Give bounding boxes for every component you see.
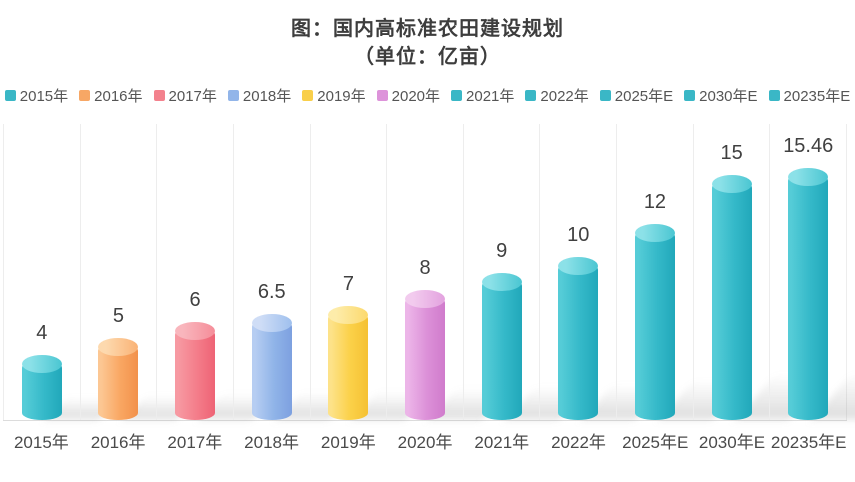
legend-swatch-icon bbox=[768, 90, 780, 101]
chart-column: 4 bbox=[3, 124, 119, 420]
bar-2016年 bbox=[98, 338, 139, 420]
chart-column: 6.5 bbox=[232, 124, 353, 420]
legend-swatch-icon bbox=[376, 90, 388, 101]
bar-value-label: 6.5 bbox=[257, 281, 286, 303]
legend-item: 2017年 bbox=[153, 85, 217, 106]
legend-label: 2019年 bbox=[317, 88, 366, 105]
chart-column: 6 bbox=[156, 124, 275, 420]
bar-top-face bbox=[711, 175, 752, 193]
bar-top-face bbox=[558, 257, 599, 275]
legend-item: 2030年E bbox=[684, 85, 758, 106]
bar-value-label: 6 bbox=[189, 289, 201, 311]
x-axis-label: 2022年 bbox=[551, 433, 606, 452]
legend-item: 2019年 bbox=[302, 85, 366, 106]
legend-label: 2025年E bbox=[614, 88, 674, 105]
bar-value-label: 4 bbox=[36, 322, 48, 344]
legend-label: 2015年 bbox=[19, 88, 69, 105]
x-axis-label: 2020年 bbox=[397, 433, 453, 452]
x-axis-label: 2021年 bbox=[474, 433, 530, 452]
bar-top-face bbox=[21, 355, 62, 373]
bar-2019年 bbox=[328, 306, 369, 420]
legend-label: 2016年 bbox=[94, 88, 143, 105]
x-axis-label: 2017年 bbox=[167, 433, 223, 452]
legend-label: 2018年 bbox=[242, 88, 292, 105]
legend-item: 2015年 bbox=[4, 85, 69, 106]
legend-swatch-icon bbox=[599, 90, 611, 101]
bar-value-label: 7 bbox=[342, 273, 354, 295]
legend-swatch-icon bbox=[79, 90, 91, 101]
x-axis-label: 2019年 bbox=[320, 433, 376, 452]
legend-label: 2017年 bbox=[168, 88, 217, 105]
chart-column: 15 bbox=[692, 124, 827, 420]
legend-swatch-icon bbox=[4, 90, 16, 101]
chart-column: 12 bbox=[616, 124, 745, 420]
bar-2018年 bbox=[251, 314, 292, 420]
chart-column: 9 bbox=[462, 124, 587, 420]
legend-swatch-icon bbox=[227, 90, 239, 101]
chart-column: 7 bbox=[309, 124, 430, 420]
bar-value-label: 9 bbox=[496, 240, 508, 262]
bar-2022年 bbox=[558, 257, 599, 420]
bar-value-label: 15 bbox=[720, 142, 743, 164]
x-axis: 2015年 2016年 2017年 2018年 2019年 2020年 2021年 2022年… bbox=[3, 428, 847, 453]
legend-swatch-icon bbox=[302, 90, 314, 101]
bar-20235年E bbox=[788, 168, 829, 420]
x-axis-label: 20235年E bbox=[770, 433, 847, 452]
x-axis-label: 2018年 bbox=[244, 433, 299, 452]
chart-subtitle: （单位：亿亩） bbox=[354, 46, 501, 68]
chart-title: 图：国内高标准农田建设规划 bbox=[291, 18, 564, 40]
x-axis-label: 2016年 bbox=[90, 433, 146, 452]
chart-column: 15.46 bbox=[769, 124, 855, 420]
legend-label: 2020年 bbox=[391, 88, 441, 105]
legend-label: 2021年 bbox=[466, 88, 515, 105]
legend-item: 2025年E bbox=[599, 85, 674, 106]
chart-legend: 2015年 2016年 2017年 2018年 2019年 2020年 2021年 2022年… bbox=[0, 85, 855, 106]
bar-top-face bbox=[175, 322, 216, 340]
bar-value-label: 8 bbox=[419, 257, 431, 279]
x-axis-label: 2030年E bbox=[698, 433, 766, 452]
bar-value-label: 10 bbox=[567, 224, 590, 246]
bar-2030年E bbox=[711, 175, 752, 420]
legend-swatch-icon bbox=[525, 90, 537, 101]
chart-column: 8 bbox=[386, 124, 509, 420]
bar-top-face bbox=[251, 314, 292, 332]
bar-2015年 bbox=[21, 355, 62, 420]
chart-column: 5 bbox=[79, 124, 197, 420]
bar-top-face bbox=[328, 306, 369, 324]
legend-item: 2021年 bbox=[451, 85, 514, 106]
legend-label: 2022年 bbox=[540, 88, 589, 105]
legend-label: 2030年E bbox=[699, 88, 758, 105]
legend-item: 2022年 bbox=[525, 85, 589, 106]
bar-2021年 bbox=[481, 273, 522, 420]
bar-top-face bbox=[634, 224, 675, 242]
bar-2020年 bbox=[405, 290, 446, 420]
x-axis-label: 2025年E bbox=[622, 433, 689, 452]
bar-top-face bbox=[98, 338, 139, 356]
chart-title-block: 图：国内高标准农田建设规划 （单位：亿亩） bbox=[0, 0, 855, 71]
bar-value-label: 12 bbox=[643, 191, 667, 213]
legend-item: 2018年 bbox=[227, 85, 292, 106]
chart-column: 10 bbox=[539, 124, 665, 420]
x-axis-label: 2015年 bbox=[13, 433, 69, 452]
bar-value-label: 5 bbox=[112, 305, 125, 327]
bar-value-label: 15.46 bbox=[783, 135, 834, 157]
legend-swatch-icon bbox=[451, 90, 463, 101]
legend-item: 2016年 bbox=[79, 85, 143, 106]
legend-label: 20235年E bbox=[783, 88, 851, 105]
bar-2025年E bbox=[634, 224, 675, 420]
legend-item: 20235年E bbox=[768, 85, 851, 106]
bar-top-face bbox=[405, 290, 446, 308]
legend-item: 2020年 bbox=[376, 85, 441, 106]
legend-swatch-icon bbox=[153, 90, 165, 101]
bar-top-face bbox=[481, 273, 522, 291]
legend-swatch-icon bbox=[684, 90, 696, 101]
plot-area: 4 5 6 6.5 7 8 9 10 12 15 15.46 bbox=[3, 124, 855, 421]
bar-2017年 bbox=[175, 322, 216, 420]
bar-top-face bbox=[788, 168, 829, 186]
